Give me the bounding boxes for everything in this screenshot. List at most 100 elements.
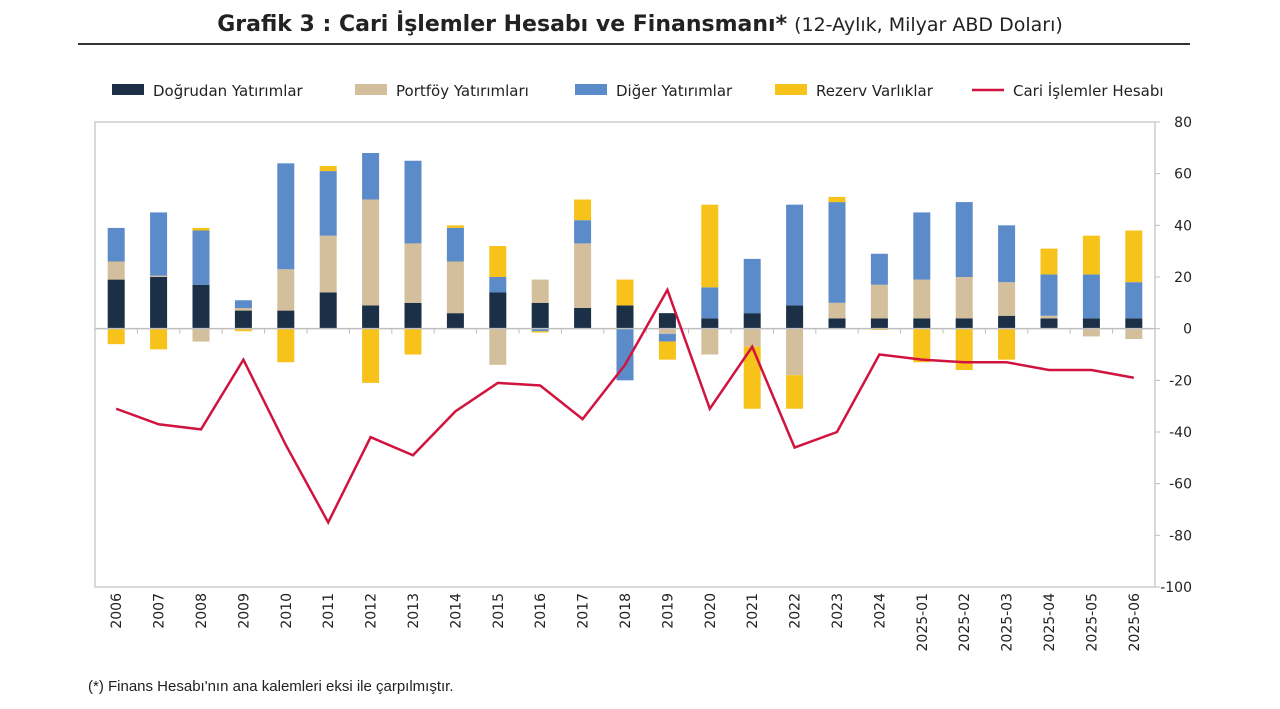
bar-rezerv-varl-klar-2015 [489,246,507,277]
bar-portf-y-yat-r-mlar--2011 [319,235,337,293]
chart-title: Grafik 3 : Cari İşlemler Hesabı ve Finan… [0,12,1280,37]
title-divider [78,43,1190,45]
bar-di-er-yat-r-mlar-2016 [531,328,549,332]
bar-portf-y-yat-r-mlar--2025-01 [913,279,931,319]
bar-do-rudan-yat-r-mlar-2011 [319,292,337,329]
bar-do-rudan-yat-r-mlar-2008 [192,284,210,329]
bar-portf-y-yat-r-mlar--2017 [574,243,592,308]
bar-do-rudan-yat-r-mlar-2025-02 [955,318,973,329]
legend-label: Portföy Yatırımları [396,82,529,100]
bar-rezerv-varl-klar-2025-02 [955,328,973,370]
bar-rezerv-varl-klar-2016 [531,331,549,333]
x-tick-label: 2025-06 [1127,593,1143,652]
bar-di-er-yat-r-mlar-2025-03 [998,225,1016,283]
legend-swatch [112,84,144,95]
x-tick-label: 2018 [618,593,634,629]
x-tick-label: 2024 [872,593,888,629]
legend-label: Doğrudan Yatırımlar [153,82,304,100]
bar-rezerv-varl-klar-2012 [362,328,380,383]
x-tick-label: 2011 [321,593,337,629]
x-tick-label: 2015 [491,593,507,629]
bar-portf-y-yat-r-mlar--2025-02 [955,277,973,319]
bar-rezerv-varl-klar-2019 [658,341,676,360]
bar-do-rudan-yat-r-mlar-2020 [701,318,719,329]
bar-rezerv-varl-klar-2017 [574,199,592,221]
bar-do-rudan-yat-r-mlar-2025-05 [1082,318,1100,329]
bar-di-er-yat-r-mlar-2025-02 [955,202,973,277]
bar-di-er-yat-r-mlar-2022 [786,204,804,306]
bar-di-er-yat-r-mlar-2019 [658,333,676,342]
bar-di-er-yat-r-mlar-2007 [150,212,168,276]
y-tick-label: 40 [1174,218,1192,234]
x-tick-label: 2008 [194,593,210,629]
x-tick-label: 2007 [152,593,168,629]
bar-portf-y-yat-r-mlar--2013 [404,243,422,303]
legend-label: Cari İşlemler Hesabı [1013,81,1164,100]
x-tick-label: 2009 [236,593,252,629]
bar-do-rudan-yat-r-mlar-2010 [277,310,295,329]
bar-portf-y-yat-r-mlar--2016 [531,279,549,303]
bar-do-rudan-yat-r-mlar-2025-01 [913,318,931,329]
bar-rezerv-varl-klar-2018 [616,279,634,306]
x-tick-label: 2016 [533,593,549,629]
bar-do-rudan-yat-r-mlar-2007 [150,277,168,329]
legend-label: Diğer Yatırımlar [616,82,733,100]
bar-portf-y-yat-r-mlar--2006 [107,261,125,280]
bar-di-er-yat-r-mlar-2011 [319,171,337,236]
bar-portf-y-yat-r-mlar--2008 [192,328,210,342]
bar-rezerv-varl-klar-2025-06 [1125,230,1143,283]
bar-portf-y-yat-r-mlar--2015 [489,328,507,365]
bar-rezerv-varl-klar-2014 [446,225,464,228]
bar-di-er-yat-r-mlar-2014 [446,227,464,262]
bar-do-rudan-yat-r-mlar-2015 [489,292,507,329]
bar-do-rudan-yat-r-mlar-2024 [870,318,888,329]
chart-title-sub: (12-Aylık, Milyar ABD Doları) [794,14,1063,36]
bar-do-rudan-yat-r-mlar-2014 [446,313,464,329]
y-tick-label: -100 [1160,580,1192,596]
bar-portf-y-yat-r-mlar--2019 [658,328,676,334]
y-tick-label: -80 [1169,528,1192,544]
legend-swatch [355,84,387,95]
bar-do-rudan-yat-r-mlar-2013 [404,302,422,329]
bar-do-rudan-yat-r-mlar-2018 [616,305,634,329]
legend: Doğrudan Yatırımlar Portföy Yatırımları Di… [112,81,1164,100]
y-tick-label: 60 [1174,167,1192,183]
bar-rezerv-varl-klar-2025-03 [998,328,1016,360]
bar-di-er-yat-r-mlar-2012 [362,153,380,200]
y-tick-label: -60 [1169,477,1192,493]
footnote: (*) Finans Hesabı'nın ana kalemleri eksi… [88,678,454,695]
bar-do-rudan-yat-r-mlar-2025-03 [998,315,1016,329]
bar-do-rudan-yat-r-mlar-2025-06 [1125,318,1143,329]
y-tick-label: 0 [1183,322,1192,338]
bar-rezerv-varl-klar-2025-04 [1040,248,1058,275]
bar-di-er-yat-r-mlar-2018 [616,328,634,381]
bar-rezerv-varl-klar-2008 [192,227,210,231]
bar-portf-y-yat-r-mlar--2024 [870,284,888,319]
bar-di-er-yat-r-mlar-2025-04 [1040,274,1058,316]
bar-rezerv-varl-klar-2006 [107,328,125,345]
y-tick-label: 80 [1174,115,1192,131]
x-tick-label: 2021 [745,593,761,629]
bar-rezerv-varl-klar-2020 [701,204,719,288]
x-tick-label: 2025-01 [915,593,931,652]
bar-di-er-yat-r-mlar-2025-06 [1125,282,1143,319]
bar-portf-y-yat-r-mlar--2022 [786,328,804,376]
x-tick-label: 2025-03 [1000,593,1016,652]
y-tick-label: 20 [1174,270,1192,286]
x-tick-label: 2023 [830,593,846,629]
bar-do-rudan-yat-r-mlar-2025-04 [1040,318,1058,329]
bar-portf-y-yat-r-mlar--2025-06 [1125,328,1143,339]
bar-di-er-yat-r-mlar-2008 [192,230,210,285]
bar-rezerv-varl-klar-2025-05 [1082,235,1100,275]
y-tick-label: -20 [1169,373,1192,389]
bar-do-rudan-yat-r-mlar-2021 [743,313,761,329]
bar-di-er-yat-r-mlar-2006 [107,227,125,262]
legend-swatch [575,84,607,95]
x-tick-label: 2025-05 [1084,593,1100,652]
bar-do-rudan-yat-r-mlar-2022 [786,305,804,329]
bar-di-er-yat-r-mlar-2024 [870,253,888,285]
bar-portf-y-yat-r-mlar--2007 [150,275,168,277]
x-tick-label: 2006 [109,593,125,629]
x-tick-label: 2012 [364,593,380,629]
